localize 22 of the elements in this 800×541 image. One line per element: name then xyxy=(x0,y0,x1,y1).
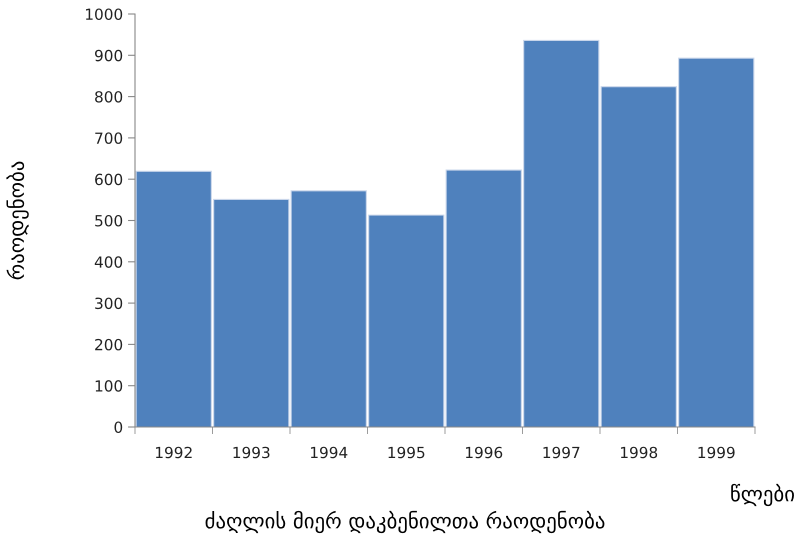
x-tick-label: 1997 xyxy=(543,446,580,458)
y-tick-label: 600 xyxy=(95,174,122,186)
y-tick-label: 0 xyxy=(114,421,122,434)
x-tick-label: 1996 xyxy=(466,446,502,458)
y-tick-label: 300 xyxy=(95,298,122,310)
y-tick-label: 400 xyxy=(94,256,122,268)
text: ძაღლის მიერ დაკბენილთა რაოდენობა xyxy=(206,510,604,534)
x-tick-label: 1998 xyxy=(620,446,658,458)
x-tick-label: 1993 xyxy=(233,446,270,458)
x-tick-label: 1999 xyxy=(698,446,735,458)
y-tick-label: 700 xyxy=(95,132,122,144)
x-tick-label: 1995 xyxy=(388,446,424,458)
y-tick-label: 200 xyxy=(95,338,122,350)
y-tick-label: 1000 xyxy=(86,8,122,20)
y-tick-label: 500 xyxy=(95,214,122,227)
y-axis-title: რაოდენობა xyxy=(6,162,29,280)
x-axis-title: წლები xyxy=(731,484,794,506)
y-tick-label: 900 xyxy=(94,50,122,62)
x-tick-label: 1992 xyxy=(156,446,192,458)
x-tick-label: 1994 xyxy=(310,446,348,458)
y-tick-label: 100 xyxy=(96,380,122,392)
y-tick-label: 800 xyxy=(95,91,122,103)
